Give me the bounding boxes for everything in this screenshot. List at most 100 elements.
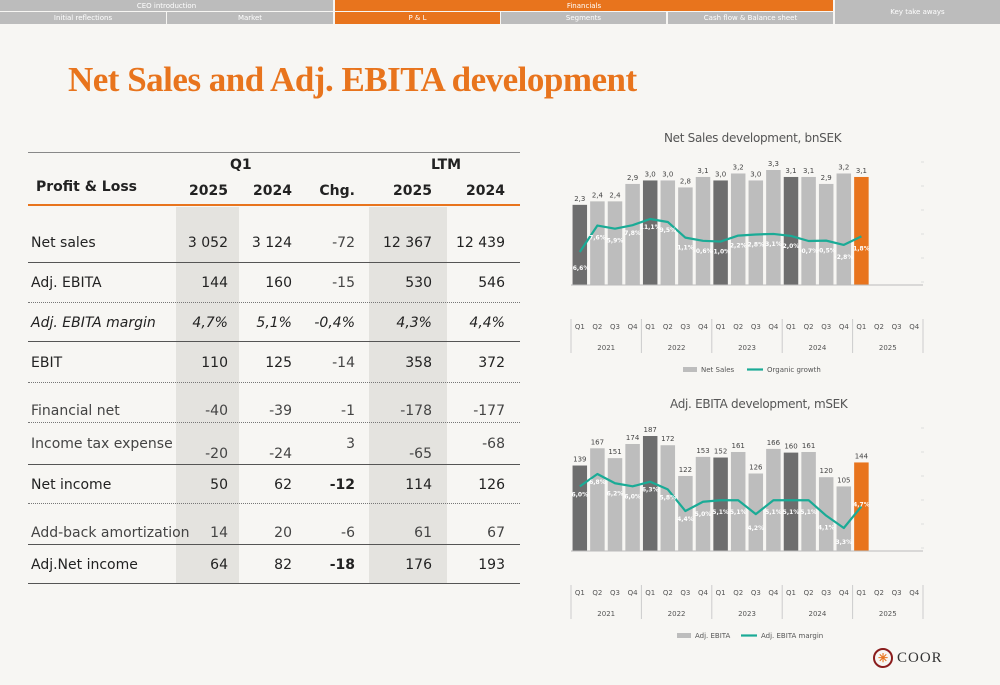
net-sales-chart: 2,3 2,4 2,4 2,9 3,0 3,0 2,8 3,1 3,0 3,2 3,0 3,3 3,1 3… <box>570 160 924 374</box>
nav-section-label: Financials <box>566 1 602 10</box>
x-tick-label: Q4 <box>839 589 850 597</box>
bar <box>783 452 799 551</box>
cell-chg: -1 <box>341 403 355 419</box>
nav-tab-cashflow-balance[interactable]: Cash flow & Balance sheet <box>668 12 833 24</box>
row-rule <box>28 422 520 423</box>
bar <box>660 445 676 551</box>
bar <box>801 176 816 285</box>
coor-logo-text: COOR <box>897 649 943 666</box>
bar-value-label: 3,0 <box>662 170 673 178</box>
header-q1-2025: 2025 <box>189 183 228 199</box>
bar <box>642 180 658 285</box>
row-rule <box>28 382 520 383</box>
x-tick-label: Q3 <box>751 589 761 597</box>
cell-chg: -15 <box>332 275 355 291</box>
year-label: 2023 <box>738 610 756 618</box>
nav-tab-pl[interactable]: P & L <box>335 12 500 24</box>
bar-value-label: 3,1 <box>856 167 867 175</box>
x-tick-label: Q1 <box>645 323 655 331</box>
cell-ltm-2025: 358 <box>405 355 432 371</box>
line-value-label: 2,8% <box>747 241 764 248</box>
bar-value-label: 161 <box>802 442 815 450</box>
row-label-add-back-amortization: Add-back amortization <box>31 525 190 541</box>
bar-value-label: 2,3 <box>574 195 585 203</box>
net-sales-chart-title: Net Sales development, bnSEK <box>664 131 842 145</box>
cell-ltm-2025: -178 <box>400 403 432 419</box>
nav-tab-initial-reflections[interactable]: Initial reflections <box>0 12 166 24</box>
cell-q1-2025: 110 <box>201 355 228 371</box>
legend-line-label: Adj. EBITA margin <box>761 632 823 640</box>
legend-line-label: Organic growth <box>767 366 821 374</box>
x-tick-label: Q4 <box>698 323 709 331</box>
year-label: 2025 <box>879 610 897 618</box>
x-tick-label: Q1 <box>716 589 726 597</box>
row-rule <box>28 503 520 504</box>
x-tick-label: Q1 <box>575 323 585 331</box>
line-value-label: 5,1% <box>800 509 817 516</box>
cell-q1-2024: 82 <box>274 557 292 573</box>
line-value-label: -0,6% <box>693 248 712 255</box>
line-value-label: 6,3% <box>642 487 659 494</box>
header-ltm: LTM <box>431 157 462 173</box>
year-label: 2022 <box>668 344 686 352</box>
line-value-label: 9,5% <box>659 227 676 234</box>
bar <box>678 475 693 551</box>
x-tick-label: Q2 <box>874 323 884 331</box>
line-value-label: 2,2% <box>730 243 747 250</box>
bar <box>572 465 588 551</box>
nav-key-takeaways[interactable]: Key take aways <box>835 0 1000 24</box>
page-title: Net Sales and Adj. EBITA development <box>68 60 637 99</box>
legend-bar-swatch <box>683 367 697 372</box>
line-value-label: 3,1% <box>765 241 782 248</box>
cell-q1-2024: 3 124 <box>251 235 292 251</box>
bar-value-label: 2,8 <box>680 177 691 185</box>
x-tick-label: Q4 <box>768 323 779 331</box>
row-label-ebit: EBIT <box>31 355 63 371</box>
line-value-label: 5,8% <box>659 494 676 501</box>
nav-key-takeaways-label: Key take aways <box>890 8 945 16</box>
nav-tab-market[interactable]: Market <box>167 12 333 24</box>
nav-tab-segments[interactable]: Segments <box>501 12 666 24</box>
header-rule <box>28 204 520 206</box>
x-tick-label: Q3 <box>610 323 620 331</box>
x-tick-label: Q3 <box>821 323 831 331</box>
x-tick-label: Q2 <box>592 323 602 331</box>
bar-value-label: 3,2 <box>733 163 744 171</box>
x-tick-label: Q3 <box>892 323 902 331</box>
bar-value-label: 172 <box>661 435 674 443</box>
nav-section-financials[interactable]: Financials <box>335 0 833 11</box>
cell-q1-2024: 125 <box>265 355 292 371</box>
line-value-label: 5,0% <box>695 511 712 518</box>
bar <box>766 170 781 285</box>
cell-chg: -72 <box>332 235 355 251</box>
row-rule <box>28 302 520 303</box>
cell-chg: 3 <box>346 436 355 452</box>
x-tick-label: Q2 <box>804 589 814 597</box>
x-tick-label: Q1 <box>716 323 726 331</box>
cell-ltm-2024: 67 <box>487 525 505 541</box>
nav-section-ceo-introduction[interactable]: CEO introduction <box>0 0 333 11</box>
cell-q1-2025: 14 <box>210 525 228 541</box>
line-value-label: 5,9% <box>607 238 624 245</box>
year-label: 2025 <box>879 344 897 352</box>
bar-value-label: 187 <box>644 426 657 434</box>
x-tick-label: Q2 <box>733 589 743 597</box>
nav-section-label: CEO introduction <box>136 1 197 10</box>
cell-q1-2024: 62 <box>274 477 292 493</box>
line-value-label: -0,5% <box>817 248 836 255</box>
adj-ebita-chart: 139 167 151 174 187 172 122 153 152 161 126 166 160 1… <box>570 426 924 640</box>
bar-value-label: 167 <box>591 438 604 446</box>
header-q1-2024: 2024 <box>253 183 292 199</box>
nav-tab-label: Market <box>237 14 263 22</box>
x-tick-label: Q2 <box>874 589 884 597</box>
header-chg: Chg. <box>319 183 355 199</box>
legend-bar-swatch <box>677 633 691 638</box>
bar-value-label: 2,9 <box>627 174 638 182</box>
x-tick-label: Q2 <box>663 589 673 597</box>
cell-ltm-2025: 176 <box>405 557 432 573</box>
row-label-adj-ebita: Adj. EBITA <box>31 275 102 291</box>
line-series <box>578 217 862 253</box>
row-label-net-sales: Net sales <box>31 235 96 251</box>
cell-q1-2025: 144 <box>201 275 228 291</box>
x-tick-label: Q2 <box>804 323 814 331</box>
